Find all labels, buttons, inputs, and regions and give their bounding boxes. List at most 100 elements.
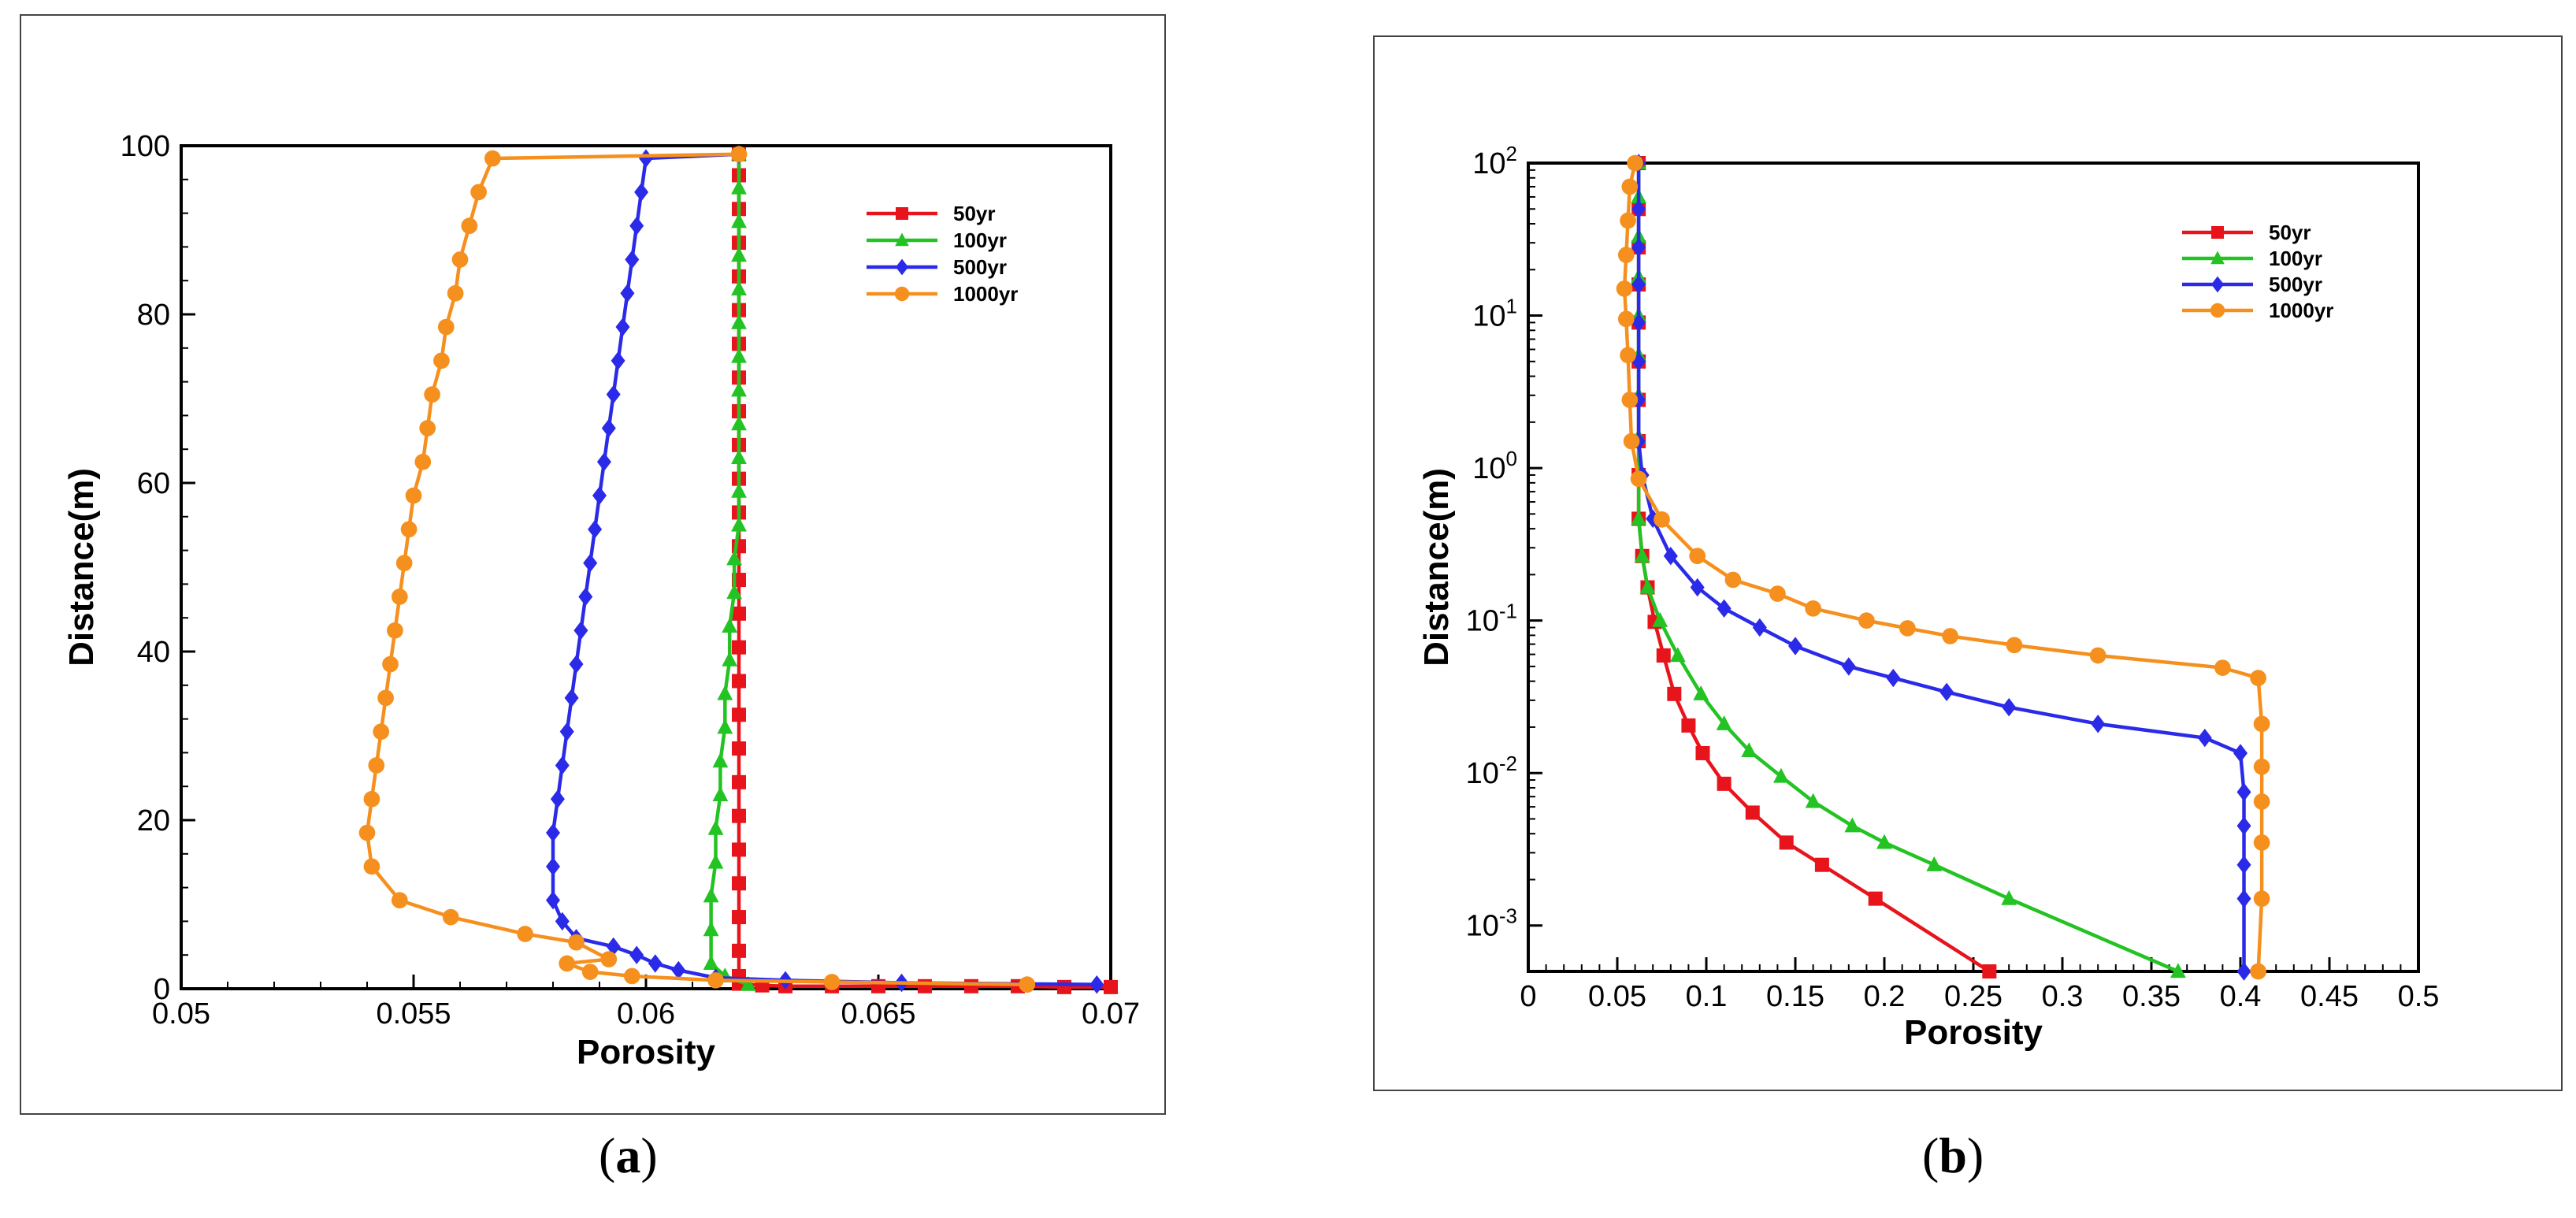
y-tick-label-b-0: 10-3 — [1466, 904, 1517, 943]
series-line-a-50yr — [737, 154, 1111, 990]
x-tick-label-b-10: 0.5 — [2398, 980, 2440, 1013]
legend-label-b-1000yr: 1000yr — [2269, 299, 2333, 322]
legend-marker-b-1000yr — [2210, 303, 2225, 318]
point-b-50yr-9 — [1656, 648, 1671, 663]
point-a-500yr-12 — [546, 823, 560, 842]
point-a-1000yr-27 — [437, 318, 455, 336]
y-tick-base-b-1: 10 — [1466, 757, 1499, 790]
point-b-100yr-11 — [1652, 611, 1668, 627]
point-a-100yr-24 — [731, 213, 747, 228]
point-b-1000yr-3 — [2253, 793, 2270, 810]
point-a-500yr-24 — [601, 418, 616, 438]
y-tick-label-b-1: 10-2 — [1466, 752, 1517, 790]
point-a-500yr-25 — [606, 384, 621, 404]
point-a-500yr-4 — [671, 960, 686, 980]
x-tick-label-b-7: 0.35 — [2122, 980, 2181, 1013]
legend-marker-b-50yr — [2211, 226, 2224, 239]
point-b-1000yr-17 — [1654, 511, 1670, 528]
point-b-100yr-6 — [1773, 767, 1789, 783]
point-a-1000yr-4 — [581, 964, 599, 980]
point-b-1000yr-18 — [1630, 470, 1647, 488]
point-b-50yr-5 — [1717, 776, 1732, 791]
point-a-1000yr-14 — [368, 757, 385, 774]
point-a-100yr-2 — [703, 955, 719, 970]
point-b-100yr-1 — [2001, 889, 2017, 905]
x-tick-label-a-2: 0.06 — [617, 997, 675, 1030]
point-a-500yr-11 — [546, 857, 560, 876]
point-b-1000yr-20 — [1621, 392, 1639, 408]
x-tick-label-a-1: 0.055 — [376, 997, 451, 1030]
point-a-100yr-4 — [703, 887, 719, 903]
point-b-50yr-8 — [1667, 686, 1682, 701]
point-b-1000yr-15 — [1724, 571, 1742, 589]
point-a-50yr-0 — [1104, 979, 1118, 994]
point-a-1000yr-17 — [382, 655, 399, 673]
chart-b: 0 0.05 0.1 0.15 0.2 0.25 0.3 0.35 0.4 0.45 0.510-3… — [1417, 142, 2439, 1052]
point-b-100yr-0 — [2170, 963, 2186, 978]
point-a-500yr-30 — [629, 216, 644, 236]
y-tick-base-b-2: 10 — [1466, 605, 1499, 638]
legend-marker-b-500yr — [2211, 276, 2224, 293]
point-b-500yr-2 — [2236, 856, 2251, 875]
x-tick-label-b-4: 0.2 — [1864, 980, 1906, 1013]
point-a-100yr-25 — [731, 179, 747, 195]
point-a-100yr-15 — [731, 516, 747, 532]
y-tick-label-a-5: 100 — [121, 130, 170, 163]
point-b-500yr-1 — [2236, 889, 2251, 908]
point-a-1000yr-5 — [559, 955, 576, 972]
point-a-1000yr-31 — [470, 184, 487, 201]
point-b-1000yr-8 — [2089, 647, 2106, 664]
point-b-500yr-6 — [2197, 728, 2212, 748]
point-a-50yr-20 — [732, 640, 746, 655]
point-b-500yr-3 — [2236, 816, 2251, 836]
point-a-1000yr-8 — [517, 926, 533, 942]
y-tick-label-b-2: 10-1 — [1466, 600, 1517, 638]
point-b-500yr-0 — [2236, 962, 2251, 981]
point-a-500yr-0 — [1089, 975, 1104, 994]
point-a-1000yr-24 — [419, 420, 436, 436]
point-a-500yr-19 — [578, 587, 593, 607]
caption-a: (a) — [599, 1127, 658, 1183]
point-b-500yr-23 — [1631, 275, 1646, 294]
caption-a-letter: a — [615, 1127, 641, 1183]
y-tick-label-a-3: 60 — [137, 467, 170, 500]
series-line-a-1000yr — [365, 152, 1027, 986]
point-b-1000yr-22 — [1617, 310, 1635, 328]
point-a-500yr-28 — [620, 284, 635, 303]
point-a-500yr-21 — [588, 520, 603, 539]
point-a-500yr-16 — [564, 689, 579, 707]
point-a-100yr-11 — [722, 651, 738, 667]
point-a-1000yr-7 — [568, 934, 585, 951]
legend-label-a-500yr: 500yr — [953, 255, 1007, 279]
point-b-50yr-3 — [1779, 835, 1794, 850]
point-b-100yr-3 — [1876, 834, 1892, 849]
point-a-100yr-0 — [740, 975, 756, 991]
point-b-500yr-5 — [2233, 744, 2248, 763]
y-tick-label-a-1: 20 — [137, 804, 170, 837]
y-tick-label-a-0: 0 — [154, 973, 170, 1006]
point-a-1000yr-25 — [424, 386, 440, 403]
point-b-1000yr-16 — [1689, 548, 1706, 565]
point-b-1000yr-0 — [2250, 963, 2266, 980]
y-tick-base-b-5: 10 — [1472, 147, 1505, 180]
point-b-1000yr-26 — [1621, 178, 1639, 195]
point-a-50yr-17 — [732, 741, 746, 756]
y-tick-base-b-3: 10 — [1472, 452, 1505, 485]
x-axis-label-b: Porosity — [1904, 1013, 2043, 1052]
point-a-100yr-19 — [731, 381, 747, 397]
point-a-100yr-9 — [717, 719, 733, 734]
point-a-50yr-15 — [732, 808, 746, 823]
point-b-1000yr-24 — [1617, 247, 1635, 263]
point-a-1000yr-22 — [405, 487, 422, 504]
point-a-500yr-15 — [559, 722, 574, 741]
point-a-100yr-16 — [731, 482, 747, 498]
caption-b: (b) — [1922, 1127, 1984, 1183]
series-line-a-500yr — [551, 152, 1097, 986]
point-b-100yr-12 — [1639, 578, 1656, 594]
point-b-1000yr-21 — [1620, 347, 1636, 364]
point-a-500yr-31 — [634, 183, 649, 202]
y-tick-label-b-4: 101 — [1472, 295, 1517, 333]
point-a-1000yr-18 — [387, 622, 403, 639]
point-a-500yr-29 — [625, 250, 640, 269]
panel-b-frame — [1373, 35, 2563, 1091]
